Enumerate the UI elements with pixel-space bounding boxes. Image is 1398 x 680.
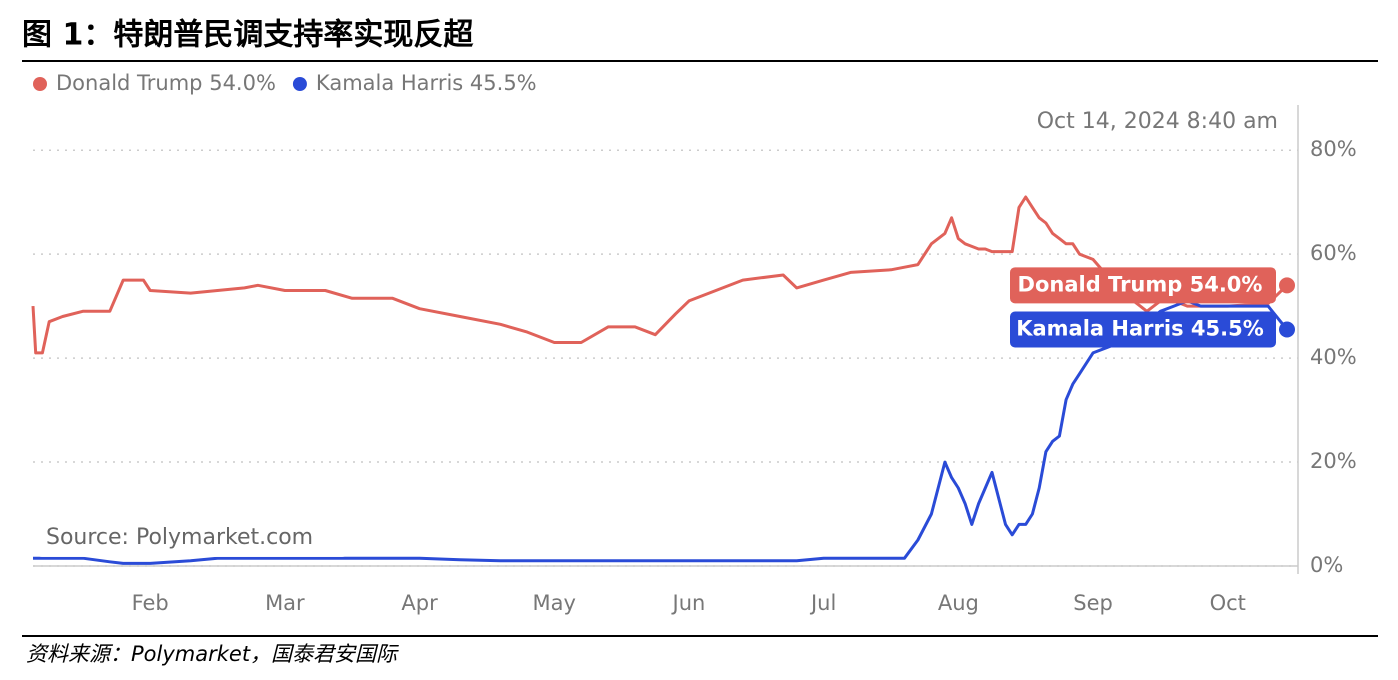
x-tick-label: Apr <box>401 591 438 615</box>
end-label-box <box>1010 311 1276 348</box>
x-tick-label: Feb <box>132 591 169 615</box>
end-label-value: 45.5% <box>1191 317 1264 341</box>
x-tick-label: Oct <box>1210 591 1246 615</box>
end-point <box>1279 321 1295 338</box>
end-label-name: Kamala Harris <box>1016 317 1183 341</box>
legend-marker <box>292 77 307 91</box>
x-tick-label: May <box>533 591 576 615</box>
source-badge-bg <box>36 519 348 557</box>
x-tick-label: Jul <box>809 591 836 615</box>
footer: 资料来源：Polymarket，国泰君安国际 <box>26 642 399 666</box>
x-tick-label: Aug <box>938 591 979 615</box>
series-line <box>31 195 1289 355</box>
source-badge: Source: Polymarket.com <box>46 525 313 550</box>
x-tick-label: Jun <box>671 591 706 615</box>
legend-label: Donald Trump 54.0% <box>56 71 276 95</box>
x-tick-label: Mar <box>265 591 305 615</box>
end-point <box>1279 277 1295 294</box>
end-label-name: Donald Trump <box>1018 272 1183 296</box>
x-tick-label: Sep <box>1073 591 1113 615</box>
y-tick-label: 0% <box>1310 553 1343 577</box>
y-tick-label: 20% <box>1310 449 1357 473</box>
legend-label: Kamala Harris 45.5% <box>316 71 537 95</box>
legend-name: Kamala Harris <box>316 71 463 95</box>
end-label-value: 54.0% <box>1190 272 1263 296</box>
y-tick-label: 80% <box>1310 137 1357 161</box>
legend-value: 45.5% <box>470 71 537 95</box>
legend-marker <box>33 77 47 91</box>
legend-name: Donald Trump <box>56 71 203 95</box>
end-label: Kamala Harris 45.5% <box>1016 317 1264 341</box>
timestamp: Oct 14, 2024 8:40 am <box>1037 109 1278 134</box>
end-label-box <box>1010 267 1276 304</box>
series-line <box>33 299 1289 565</box>
legend-value: 54.0% <box>209 71 276 95</box>
y-tick-label: 60% <box>1310 241 1357 265</box>
chart-title: 图 1：特朗普民调支持率实现反超 <box>22 18 474 53</box>
end-label: Donald Trump 54.0% <box>1018 272 1263 296</box>
y-tick-label: 40% <box>1310 345 1357 369</box>
